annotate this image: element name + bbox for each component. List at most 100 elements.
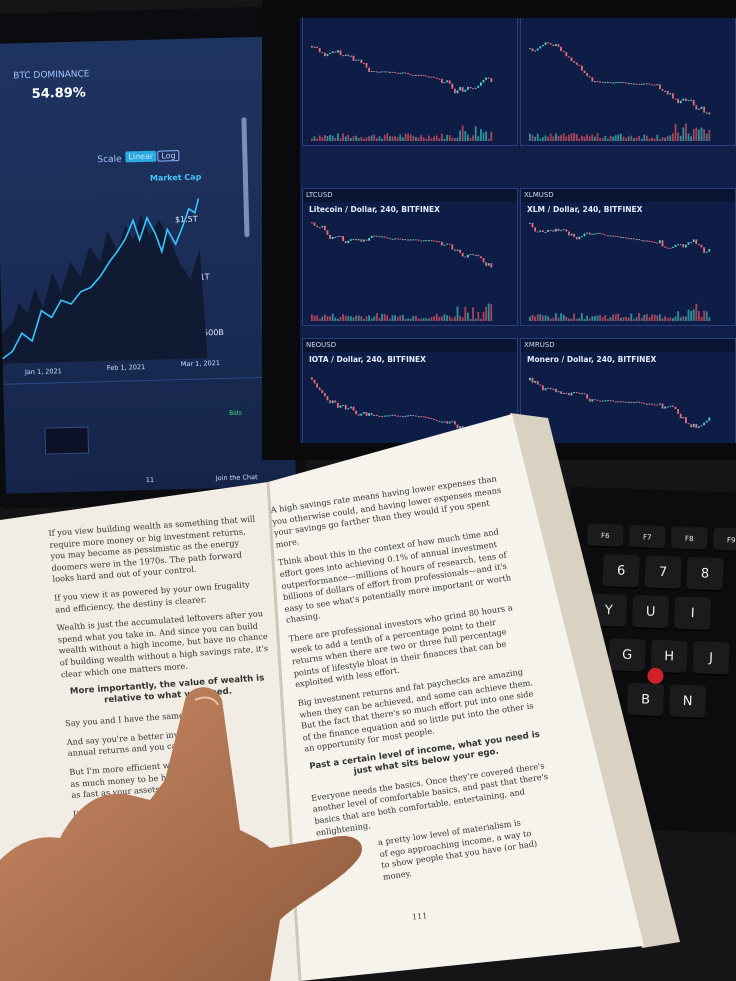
- volume-bar: [456, 137, 459, 141]
- candle: [376, 71, 378, 73]
- candle: [391, 71, 394, 73]
- chart-panel: XMRUSD Monero / Dollar, 240, BITFINEX: [520, 338, 736, 443]
- candle: [690, 242, 692, 244]
- candle: [612, 82, 614, 84]
- volume-bar: [350, 316, 352, 321]
- candle: [560, 391, 562, 394]
- volume-bar: [451, 318, 454, 321]
- candle: [536, 380, 539, 385]
- volume-bar: [692, 309, 695, 321]
- volume-bar: [562, 314, 565, 321]
- volume-bar: [539, 314, 542, 321]
- volume-bar: [547, 136, 549, 141]
- candle: [360, 59, 363, 64]
- candle: [599, 232, 601, 234]
- candle: [692, 99, 695, 106]
- candle: [552, 388, 555, 390]
- candle: [578, 392, 581, 394]
- volume-bar: [428, 135, 430, 141]
- candle: [656, 404, 659, 406]
- volume-bar: [355, 135, 357, 141]
- volume-bar: [337, 318, 339, 321]
- volume-bar: [448, 316, 451, 321]
- candle: [435, 419, 438, 421]
- volume-bar: [703, 129, 705, 141]
- volume-bar: [656, 315, 659, 321]
- volume-bar: [370, 135, 373, 141]
- candle: [612, 235, 614, 237]
- volume-bar: [487, 303, 490, 321]
- volume-bar: [394, 315, 396, 321]
- candle: [469, 254, 472, 256]
- candle: [560, 230, 562, 232]
- candle: [661, 403, 664, 409]
- candle: [347, 54, 350, 57]
- candle: [557, 228, 560, 232]
- volume-bar: [664, 316, 666, 321]
- volume-bar: [350, 137, 352, 141]
- candle: [692, 239, 695, 243]
- candle: [620, 401, 622, 403]
- candles: [529, 222, 711, 321]
- volume-bar: [396, 317, 399, 321]
- candle: [318, 47, 321, 53]
- candle: [536, 231, 539, 233]
- volume-bar: [383, 134, 386, 141]
- volume-bar: [575, 318, 578, 321]
- candle: [687, 100, 690, 102]
- candle: [638, 239, 640, 241]
- candle: [313, 379, 316, 384]
- volume-bar: [433, 316, 435, 321]
- volume-bar: [682, 127, 685, 141]
- volume-bar: [376, 138, 378, 141]
- candle: [396, 415, 399, 417]
- volume-bar: [399, 315, 402, 321]
- candle: [633, 83, 635, 85]
- monitor-screen: LTCUSD Litecoin / Dollar, 240, BITFINEX …: [300, 18, 736, 443]
- volume-bar: [557, 136, 560, 141]
- volume-bar: [604, 315, 607, 321]
- candle: [547, 229, 549, 233]
- candle: [594, 81, 596, 83]
- candle: [425, 416, 428, 418]
- volume-bar: [586, 134, 588, 141]
- page-edges: [510, 413, 680, 948]
- candle: [321, 225, 324, 228]
- candle: [365, 63, 368, 68]
- candle: [677, 98, 679, 104]
- volume-bar: [651, 137, 653, 141]
- volume-bar: [669, 135, 672, 141]
- volume-bar: [469, 137, 472, 141]
- volume-bar: [638, 135, 640, 141]
- volume-bar: [313, 315, 316, 321]
- candle: [430, 418, 433, 420]
- volume-bar: [674, 123, 677, 141]
- candle: [391, 414, 394, 416]
- volume-bar: [441, 133, 443, 141]
- candle: [620, 82, 622, 84]
- volume-bar: [568, 318, 570, 321]
- volume-bar: [378, 136, 381, 141]
- volume-bar: [490, 304, 493, 321]
- volume-bar: [687, 133, 690, 141]
- volume-bar: [474, 318, 477, 321]
- candle: [534, 50, 536, 52]
- volume-bar: [311, 138, 313, 141]
- candle: [407, 415, 409, 417]
- candle: [646, 83, 648, 85]
- volume-bar: [531, 314, 534, 321]
- volume-bar: [581, 135, 583, 141]
- candle: [485, 262, 487, 266]
- candle: [350, 55, 352, 57]
- candle: [451, 83, 454, 89]
- volume-bar: [570, 318, 573, 321]
- volume-bar: [316, 138, 318, 141]
- candle: [643, 402, 646, 404]
- candle: [698, 244, 700, 246]
- candle: [599, 81, 601, 83]
- candle: [547, 387, 549, 389]
- candle: [588, 398, 591, 402]
- volume-bar: [339, 138, 342, 141]
- candle: [370, 71, 373, 73]
- volume-bar: [609, 317, 612, 321]
